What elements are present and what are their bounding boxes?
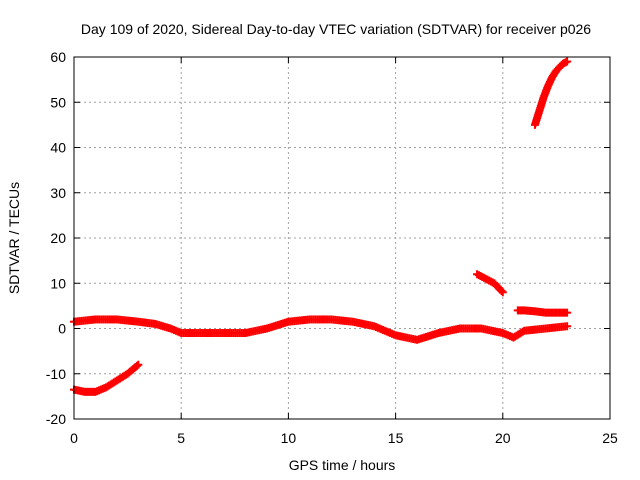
y-tick-label: 60 [50, 49, 66, 65]
data-point [132, 361, 141, 370]
x-tick-label: 20 [495, 430, 511, 446]
x-tick-label: 0 [70, 430, 78, 446]
y-axis-label: SDTVAR / TECUs [6, 182, 22, 294]
y-tick-label: 10 [50, 275, 66, 291]
y-tick-label: 0 [58, 321, 66, 337]
grid-lines [74, 57, 610, 419]
y-tick-label: -10 [46, 366, 66, 382]
x-axis-label: GPS time / hours [289, 457, 396, 473]
y-tick-label: 40 [50, 140, 66, 156]
chart-title: Day 109 of 2020, Sidereal Day-to-day VTE… [81, 21, 591, 37]
x-tick-label: 15 [388, 430, 404, 446]
data-point [563, 57, 572, 66]
x-tick-label: 10 [281, 430, 297, 446]
x-tick-label: 5 [177, 430, 185, 446]
data-point [134, 360, 143, 369]
axis-ticks: 0 5 10 15 20 25 -20 -10 0 10 20 30 40 50 60 [46, 49, 618, 446]
data-point [498, 288, 507, 297]
data-point [497, 287, 506, 296]
x-tick-label: 25 [602, 430, 618, 446]
data-point [563, 308, 572, 317]
y-tick-label: -20 [46, 411, 66, 427]
y-tick-label: 50 [50, 94, 66, 110]
y-tick-label: 20 [50, 230, 66, 246]
y-tick-label: 30 [50, 185, 66, 201]
data-point [563, 322, 572, 331]
data-points [70, 57, 572, 396]
